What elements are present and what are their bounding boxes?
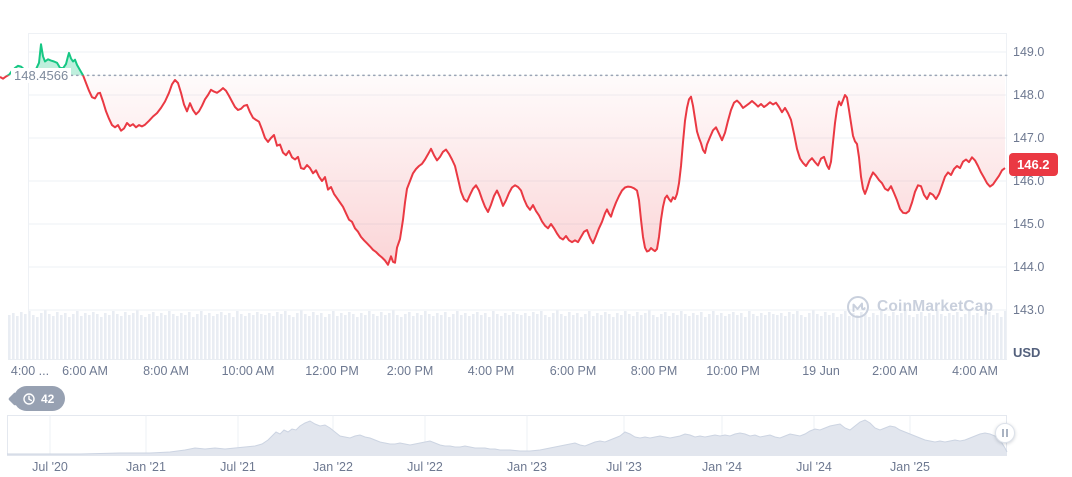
y-axis-label: 149.0 <box>1013 45 1045 59</box>
navigator-label: Jul '22 <box>407 460 443 474</box>
history-count-badge[interactable]: 42 <box>14 386 66 411</box>
y-axis-label: 145.0 <box>1013 217 1045 231</box>
navigator-label: Jul '23 <box>606 460 642 474</box>
x-axis-label: 6:00 AM <box>62 364 108 378</box>
handle-grip <box>1002 429 1004 437</box>
navigator-handle[interactable] <box>995 423 1015 443</box>
currency-unit-label: USD <box>1013 345 1041 360</box>
watermark: CoinMarketCap <box>846 295 993 319</box>
x-axis-label: 8:00 AM <box>143 364 189 378</box>
navigator-label: Jan '23 <box>507 460 547 474</box>
x-axis-label: 2:00 PM <box>386 364 434 378</box>
y-axis-label: 143.0 <box>1013 303 1045 317</box>
x-axis-label: 8:00 PM <box>630 364 678 378</box>
navigator-label: Jan '22 <box>313 460 353 474</box>
handle-grip <box>1006 429 1008 437</box>
x-axis-label: 4:00 PM <box>467 364 515 378</box>
y-axis-label: 147.0 <box>1013 131 1045 145</box>
x-axis-label: 6:00 PM <box>549 364 597 378</box>
y-axis-label: 144.0 <box>1013 260 1045 274</box>
x-axis-label: 10:00 PM <box>706 364 760 378</box>
x-axis-label: 4:00 AM <box>952 364 998 378</box>
x-axis-label: 19 Jun <box>802 364 840 378</box>
navigator-label: Jul '20 <box>32 460 68 474</box>
history-count: 42 <box>41 391 55 406</box>
x-axis-label: 10:00 AM <box>221 364 275 378</box>
navigator-label: Jan '21 <box>126 460 166 474</box>
coinmarketcap-logo-icon <box>847 296 869 318</box>
watermark-text: CoinMarketCap <box>877 298 994 315</box>
x-axis-label: 2:00 AM <box>872 364 918 378</box>
navigator-label: Jan '24 <box>702 460 742 474</box>
y-axis-label: 146.0 <box>1013 174 1045 188</box>
current-price-badge: 146.2 <box>1009 153 1058 176</box>
x-axis-label: 12:00 PM <box>305 364 359 378</box>
navigator-label: Jul '24 <box>796 460 832 474</box>
clock-history-icon <box>23 392 35 405</box>
navigator-label: Jul '21 <box>220 460 256 474</box>
x-axis-label: 4:00 ... <box>10 364 50 378</box>
threshold-price-label: 148.4566 <box>11 68 72 83</box>
navigator-label: Jan '25 <box>890 460 930 474</box>
y-axis-label: 148.0 <box>1013 88 1045 102</box>
